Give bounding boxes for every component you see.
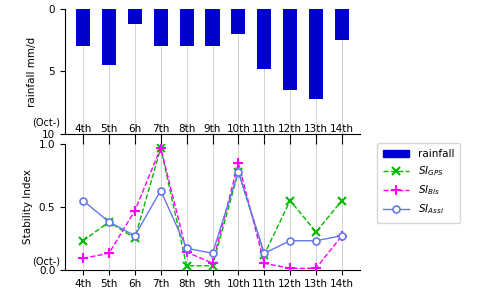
Bar [232,9,245,34]
Bar [128,9,142,24]
Bar [309,9,323,99]
Text: (Oct-): (Oct-) [32,117,60,127]
Bar [180,9,194,46]
Y-axis label: Stability Index: Stability Index [23,169,33,244]
Text: (Oct-): (Oct-) [32,257,60,267]
Bar [283,9,297,90]
Legend: rainfall, $SI_{GPS}$, $SI_{Bls}$, $SI_{Assi}$: rainfall, $SI_{GPS}$, $SI_{Bls}$, $SI_{A… [377,143,460,223]
Bar [76,9,90,46]
Bar [335,9,349,40]
Bar [154,9,168,46]
Y-axis label: rainfall mm/d: rainfall mm/d [26,36,36,107]
Bar [206,9,220,46]
Bar [102,9,116,65]
Bar [257,9,272,69]
